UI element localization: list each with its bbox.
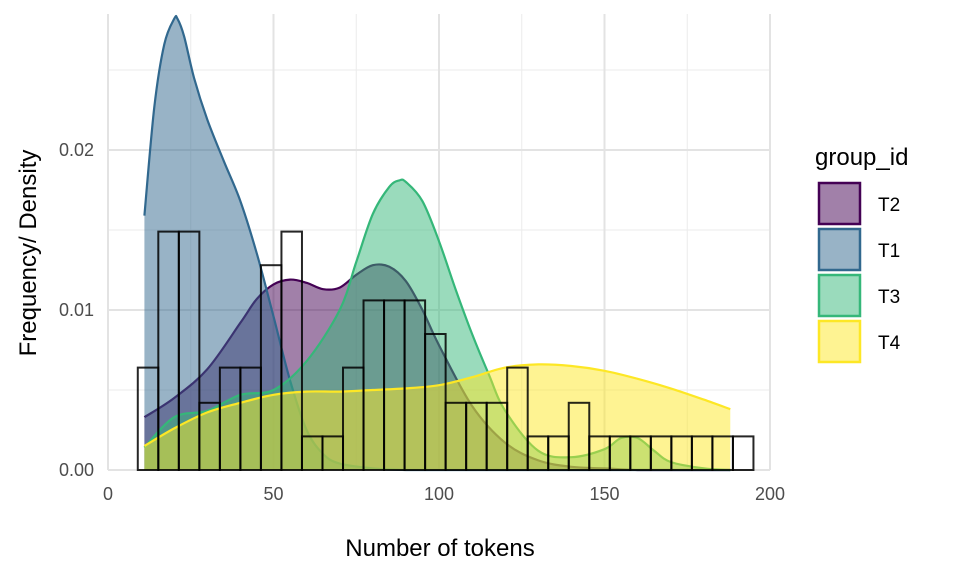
histogram-bar (506, 366, 529, 472)
x-tick-label: 50 (263, 484, 283, 504)
legend-label-T4: T4 (878, 333, 901, 354)
legend-label-T1: T1 (878, 241, 900, 262)
y-tick-label: 0.01 (59, 300, 94, 320)
y-tick-label: 0.00 (59, 460, 94, 480)
density-area-T4 (144, 364, 731, 470)
legend-swatch-T4 (817, 319, 862, 364)
density-areas (143, 15, 731, 472)
x-axis-title: Number of tokens (345, 535, 534, 562)
x-tick-label: 200 (755, 484, 785, 504)
legend-label-T2: T2 (878, 195, 900, 216)
legend-label-T3: T3 (878, 287, 900, 308)
legend-title: group_id (815, 144, 908, 171)
legend: group_id T2 T1 T3 T4 (815, 144, 908, 364)
x-tick-label: 150 (589, 484, 619, 504)
y-axis-title: Frequency/ Density (15, 150, 42, 357)
legend-swatch-T1 (817, 227, 862, 272)
legend-swatch-T3 (817, 273, 862, 318)
histogram-bar (177, 230, 201, 471)
legend-swatch-T2 (817, 181, 862, 226)
histogram-bar (280, 230, 303, 471)
x-tick-label: 0 (103, 484, 113, 504)
histogram-bars (136, 230, 755, 472)
x-tick-label: 100 (424, 484, 454, 504)
histogram-bar (731, 435, 755, 471)
axes: 0 50 100 150 200 0.00 0.01 0.02 (59, 140, 785, 504)
y-tick-label: 0.02 (59, 140, 94, 160)
